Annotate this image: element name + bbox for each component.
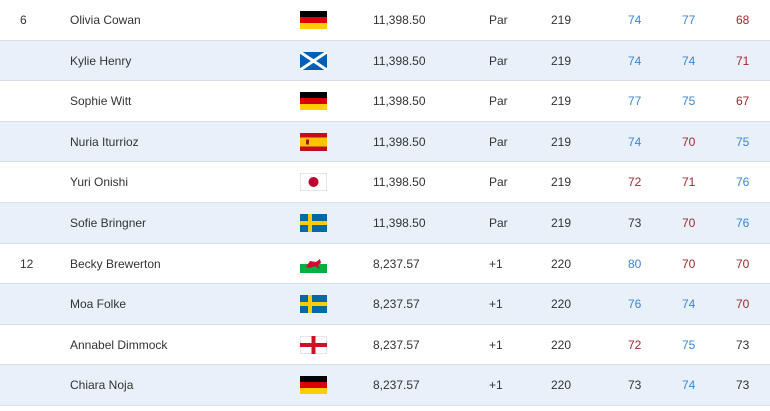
player-row[interactable]: Sophie Witt 11,398.50 Par 219 77 75 67	[0, 81, 770, 122]
round-score: 74	[628, 134, 642, 149]
total: 219	[551, 134, 572, 149]
total: 219	[551, 13, 572, 27]
to-par: Par	[489, 216, 508, 230]
flag	[300, 295, 327, 314]
to-par: Par	[489, 94, 508, 109]
to-par: +1	[489, 337, 503, 352]
total: 219	[551, 216, 572, 230]
player-row[interactable]: Annabel Dimmock 8,237.57 +1 220 72 75 73	[0, 325, 770, 366]
round-score: 74	[682, 53, 696, 68]
round-score: 74	[682, 378, 696, 393]
position: 6	[20, 13, 27, 27]
player-name: Sophie Witt	[70, 94, 132, 109]
player-name: Chiara Noja	[70, 378, 134, 393]
round-score: 70	[682, 216, 696, 230]
round-score: 68	[736, 13, 750, 27]
points: 8,237.57	[373, 256, 420, 271]
points: 8,237.57	[373, 378, 420, 393]
player-row[interactable]: Chiara Noja 8,237.57 +1 220 73 74 73	[0, 365, 770, 406]
to-par: Par	[489, 175, 508, 190]
points: 11,398.50	[373, 134, 426, 149]
round-score: 73	[736, 337, 750, 352]
to-par: Par	[489, 53, 508, 68]
round-score: 76	[736, 216, 750, 230]
points: 11,398.50	[373, 13, 426, 27]
round-score: 74	[628, 13, 642, 27]
round-score: 80	[628, 256, 642, 271]
round-score: 70	[736, 256, 750, 271]
player-row[interactable]: Sofie Bringner 11,398.50 Par 219 73 70 76	[0, 203, 770, 244]
round-score: 76	[628, 297, 642, 312]
flag	[300, 92, 327, 111]
round-score: 72	[628, 175, 642, 190]
player-row[interactable]: 12 Becky Brewerton 8,237.57 +1 220 80 70 70	[0, 244, 770, 285]
points: 8,237.57	[373, 337, 420, 352]
flag	[300, 254, 327, 273]
round-score: 73	[628, 378, 642, 393]
round-score: 77	[628, 94, 642, 109]
flag	[300, 11, 327, 29]
points: 11,398.50	[373, 175, 426, 190]
to-par: +1	[489, 256, 503, 271]
player-name: Kylie Henry	[70, 53, 132, 68]
total: 219	[551, 175, 572, 190]
player-name: Becky Brewerton	[70, 256, 161, 271]
round-score: 71	[682, 175, 696, 190]
round-score: 70	[736, 297, 750, 312]
total: 219	[551, 53, 572, 68]
round-score: 67	[736, 94, 750, 109]
round-score: 77	[682, 13, 696, 27]
flag	[300, 132, 327, 151]
player-name: Yuri Onishi	[70, 175, 129, 190]
to-par: Par	[489, 13, 508, 27]
total: 220	[551, 256, 572, 271]
round-score: 75	[736, 134, 750, 149]
flag	[300, 173, 327, 192]
round-score: 74	[628, 53, 642, 68]
player-name: Annabel Dimmock	[70, 337, 168, 352]
points: 11,398.50	[373, 216, 426, 230]
player-row[interactable]: Yuri Onishi 11,398.50 Par 219 72 71 76	[0, 162, 770, 203]
player-name: Moa Folke	[70, 297, 127, 312]
round-score: 70	[682, 256, 696, 271]
flag	[300, 335, 327, 354]
to-par: +1	[489, 297, 503, 312]
round-score: 73	[736, 378, 750, 393]
player-row[interactable]: Kylie Henry 11,398.50 Par 219 74 74 71	[0, 40, 770, 82]
flag	[300, 376, 327, 395]
total: 219	[551, 94, 572, 109]
round-score: 74	[682, 297, 696, 312]
flag	[300, 214, 327, 232]
player-row[interactable]: 6 Olivia Cowan 11,398.50 Par 219 74 77 68	[0, 0, 770, 41]
round-score: 71	[736, 53, 750, 68]
player-name: Olivia Cowan	[70, 13, 141, 27]
player-name: Sofie Bringner	[70, 216, 147, 230]
points: 11,398.50	[373, 53, 426, 68]
to-par: +1	[489, 378, 503, 393]
round-score: 70	[682, 134, 696, 149]
round-score: 76	[736, 175, 750, 190]
points: 11,398.50	[373, 94, 426, 109]
total: 220	[551, 297, 572, 312]
player-name: Nuria Iturrioz	[70, 134, 139, 149]
flag	[300, 51, 327, 70]
total: 220	[551, 378, 572, 393]
total: 220	[551, 337, 572, 352]
to-par: Par	[489, 134, 508, 149]
round-score: 75	[682, 94, 696, 109]
round-score: 72	[628, 337, 642, 352]
player-row[interactable]: Moa Folke 8,237.57 +1 220 76 74 70	[0, 284, 770, 325]
round-score: 73	[628, 216, 642, 230]
points: 8,237.57	[373, 297, 420, 312]
player-row[interactable]: Nuria Iturrioz 11,398.50 Par 219 74 70 75	[0, 121, 770, 163]
round-score: 75	[682, 337, 696, 352]
position: 12	[20, 256, 34, 271]
